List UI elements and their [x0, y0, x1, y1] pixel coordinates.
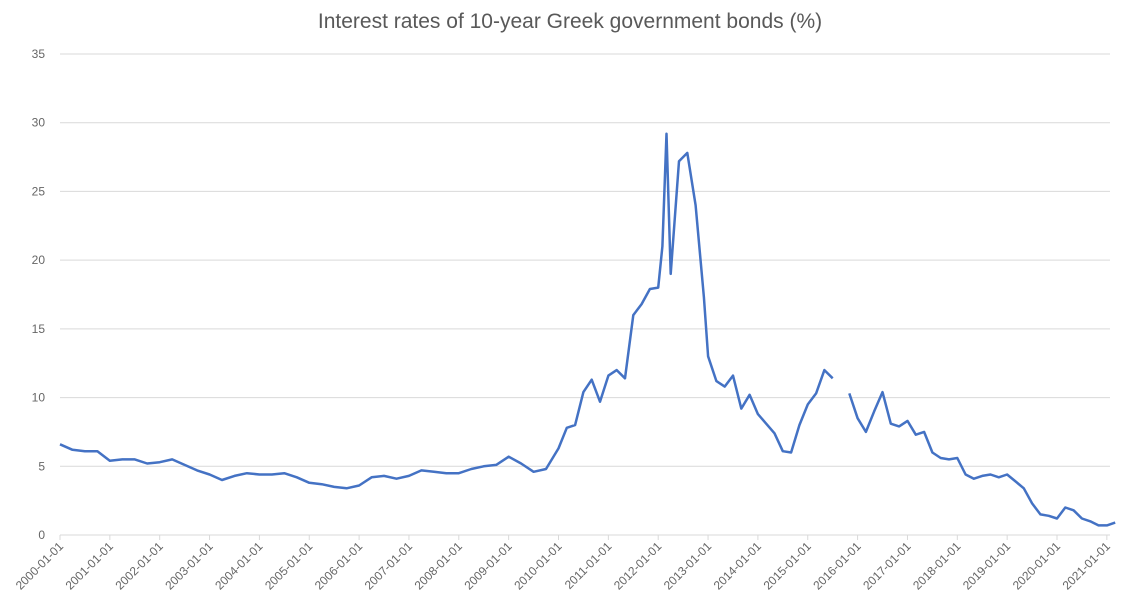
x-tick-label: 2016-01-01	[810, 539, 864, 593]
x-tick-label: 2012-01-01	[611, 539, 665, 593]
x-tick-label: 2005-01-01	[262, 539, 316, 593]
x-tick-label: 2000-01-01	[13, 539, 67, 593]
y-tick-label: 10	[32, 391, 46, 405]
chart-title: Interest rates of 10-year Greek governme…	[317, 10, 823, 33]
x-tick-label: 2008-01-01	[412, 539, 466, 593]
y-axis-ticks: 0 5 10 15 20 25 30 35	[32, 47, 46, 542]
x-tick-label: 2001-01-01	[63, 539, 117, 593]
y-tick-label: 20	[32, 253, 46, 267]
x-tick-label: 2006-01-01	[312, 539, 366, 593]
y-tick-label: 35	[32, 47, 46, 61]
y-tick-label: 0	[38, 528, 45, 542]
series-line	[59, 132, 834, 490]
data-series	[59, 132, 1116, 527]
y-tick-label: 5	[38, 459, 45, 473]
x-tick-label: 2018-01-01	[910, 539, 964, 593]
x-tick-label: 2003-01-01	[162, 539, 216, 593]
x-tick-label: 2002-01-01	[113, 539, 167, 593]
x-tick-label: 2020-01-01	[1010, 539, 1064, 593]
x-tick-label: 2017-01-01	[860, 539, 914, 593]
x-axis: 2000-01-012001-01-012002-01-012003-01-01…	[13, 535, 1113, 593]
x-tick-label: 2021-01-01	[1060, 539, 1114, 593]
x-tick-label: 2013-01-01	[661, 539, 715, 593]
x-tick-label: 2010-01-01	[511, 539, 565, 593]
x-tick-label: 2019-01-01	[960, 539, 1014, 593]
y-tick-label: 15	[32, 322, 46, 336]
series-line	[848, 390, 1116, 527]
gridlines	[60, 53, 1110, 536]
x-tick-label: 2014-01-01	[711, 539, 765, 593]
y-tick-label: 30	[32, 116, 46, 130]
x-tick-label: 2015-01-01	[761, 539, 815, 593]
x-tick-label: 2009-01-01	[461, 539, 515, 593]
x-tick-label: 2011-01-01	[562, 539, 615, 592]
x-tick-label: 2007-01-01	[362, 539, 416, 593]
x-tick-label: 2004-01-01	[212, 539, 266, 593]
y-tick-label: 25	[32, 184, 46, 198]
